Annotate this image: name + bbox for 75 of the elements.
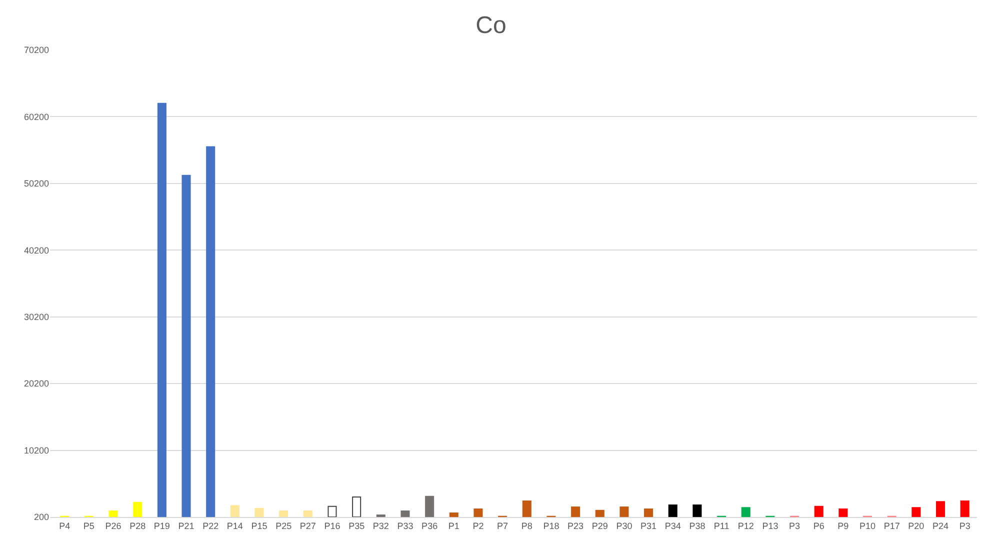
- x-tick-label: P22: [202, 520, 219, 531]
- x-tick-label: P5: [83, 520, 94, 531]
- bar: [522, 500, 532, 517]
- bar: [279, 510, 288, 517]
- x-tick-label: P16: [324, 520, 340, 531]
- bar: [474, 508, 483, 517]
- y-tick-label: 30200: [24, 312, 49, 322]
- bar: [644, 508, 654, 517]
- x-tick-label: P26: [105, 520, 122, 531]
- x-tick-label: P11: [714, 520, 730, 531]
- bar: [449, 512, 458, 517]
- x-tick-label: P30: [616, 520, 632, 531]
- x-tick-label: P12: [738, 520, 754, 531]
- x-tick-label: P23: [568, 520, 584, 531]
- x-tick-label: P38: [689, 520, 706, 531]
- bar: [425, 496, 434, 517]
- x-tick-label: P13: [762, 520, 778, 531]
- x-tick-label: P18: [543, 520, 560, 531]
- y-tick-label: 50200: [24, 178, 49, 189]
- bar: [303, 510, 312, 517]
- x-tick-label: P35: [348, 520, 365, 531]
- x-tick-label: P31: [640, 520, 657, 531]
- x-tick-label: P17: [884, 520, 900, 531]
- x-tick-label: P4: [59, 520, 70, 531]
- bar: [595, 510, 604, 517]
- chart-title: Co: [476, 12, 506, 40]
- bar: [157, 102, 166, 517]
- bar: [814, 506, 824, 517]
- bar: [741, 507, 750, 517]
- bar: [230, 505, 240, 517]
- x-tick-label: P1: [448, 520, 460, 531]
- y-tick-label: 60200: [24, 112, 49, 122]
- bar: [936, 501, 946, 517]
- x-tick-label: P8: [521, 520, 532, 531]
- bar: [400, 510, 410, 517]
- x-tick-label: P28: [130, 520, 146, 531]
- bar: [328, 506, 337, 517]
- x-tick-label: P36: [422, 520, 438, 531]
- x-tick-label: P7: [497, 520, 508, 531]
- x-tick-label: P20: [908, 520, 924, 531]
- y-tick-label: 70200: [24, 45, 49, 56]
- x-tick-label: P21: [178, 520, 194, 531]
- x-tick-label: P10: [860, 520, 876, 531]
- x-tick-label: P19: [154, 520, 170, 531]
- x-tick-label: P3: [789, 520, 800, 531]
- x-tick-label: P3: [959, 520, 970, 531]
- x-tick-label: P2: [472, 520, 484, 531]
- bar: [206, 146, 216, 517]
- bar: [254, 508, 264, 517]
- bar: [668, 504, 678, 517]
- bar: [692, 504, 702, 517]
- y-tick-label: 200: [34, 512, 49, 522]
- x-tick-label: P29: [592, 520, 608, 531]
- x-tick-label: P33: [397, 520, 414, 531]
- bar: [133, 502, 142, 517]
- x-tick-label: P9: [838, 520, 849, 531]
- x-tick-label: P34: [664, 520, 681, 531]
- bar: [838, 508, 848, 517]
- bar: [108, 510, 118, 517]
- x-tick-label: P27: [300, 520, 316, 531]
- x-tick-label: P6: [813, 520, 824, 531]
- x-tick-label: P32: [372, 520, 389, 531]
- x-tick-label: P15: [251, 520, 268, 531]
- bar: [960, 500, 970, 517]
- bar: [352, 496, 362, 517]
- bar: [912, 507, 921, 517]
- y-tick-label: 10200: [24, 445, 49, 456]
- x-tick-label: P24: [932, 520, 949, 531]
- y-tick-label: 20200: [24, 378, 49, 389]
- bar: [571, 506, 580, 517]
- bar: [182, 174, 191, 517]
- y-tick-label: 40200: [24, 245, 49, 256]
- bar: [620, 506, 629, 517]
- x-tick-label: P14: [226, 520, 243, 531]
- x-tick-label: P25: [276, 520, 292, 531]
